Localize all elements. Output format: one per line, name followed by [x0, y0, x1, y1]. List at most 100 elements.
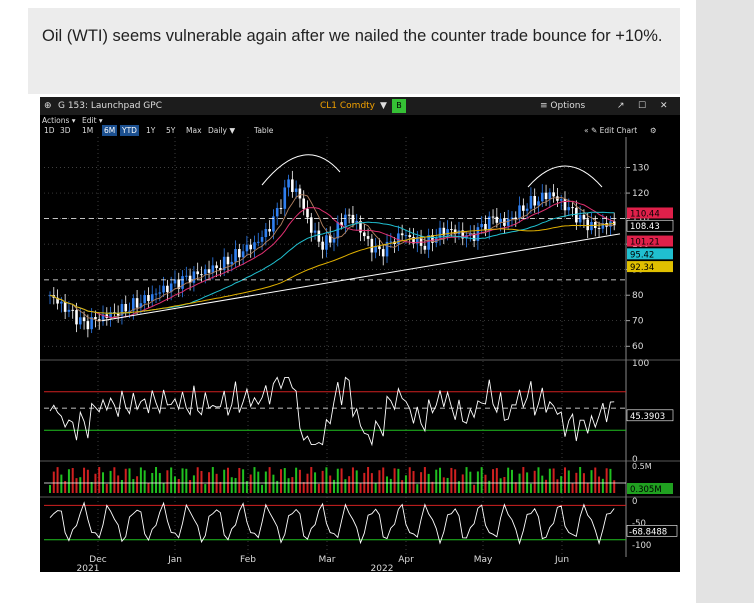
last-value-tag	[627, 261, 673, 273]
candle-body	[97, 319, 101, 322]
volume-value-tag	[627, 483, 673, 494]
candle-body	[575, 207, 578, 223]
last-value-label: 101.21	[630, 238, 660, 248]
price-tick-label: 70	[632, 317, 644, 327]
volume-bar	[351, 467, 354, 493]
candle-body	[264, 229, 268, 238]
candle-body	[540, 192, 544, 202]
candle-body	[226, 256, 230, 265]
candle-body	[480, 223, 483, 228]
candle-body	[154, 293, 158, 295]
volume-bar	[560, 476, 563, 493]
range-button-1d[interactable]: 1D	[44, 126, 55, 135]
candle-body	[101, 314, 105, 322]
candle-body	[253, 242, 256, 250]
volume-bar	[226, 467, 229, 493]
edit-chart-button[interactable]: « ✎ Edit Chart	[584, 126, 638, 135]
volume-bar	[590, 470, 593, 493]
volume-bar	[215, 473, 218, 493]
volume-bar	[143, 470, 146, 493]
range-button-table[interactable]: Table	[254, 126, 274, 135]
volume-bar	[234, 478, 237, 493]
candle-body	[86, 321, 90, 330]
last-value-label: 108.43	[630, 222, 660, 232]
volume-bar	[427, 473, 430, 493]
candle-body	[328, 235, 332, 243]
volume-bar	[465, 467, 468, 493]
candle-body	[196, 271, 199, 275]
volume-bar	[155, 467, 158, 493]
options-menu[interactable]: ≡ Options	[540, 101, 586, 111]
candle-body	[325, 235, 328, 250]
edit-menu[interactable]: Edit ▾	[82, 116, 103, 125]
range-button-5y[interactable]: 5Y	[166, 126, 176, 135]
candle-body	[499, 218, 502, 223]
volume-bar	[420, 472, 423, 493]
candle-body	[283, 187, 287, 209]
candle-body	[245, 244, 249, 252]
bloomberg-chart-window: ⊕ G 153: Launchpad GPC CL1 Comdty ▼ B ≡ …	[40, 97, 680, 572]
ma-long	[49, 222, 615, 314]
volume-bar	[507, 467, 510, 493]
candle-body	[256, 241, 260, 243]
candle-body	[207, 269, 211, 273]
volume-bar	[79, 477, 82, 493]
candle-body	[578, 214, 582, 223]
menu-bar: Actions ▾ Edit ▾	[40, 115, 680, 125]
volume-bar	[329, 475, 332, 493]
volume-bar	[488, 480, 491, 493]
volume-bar	[397, 468, 400, 493]
volume-bar	[49, 485, 51, 493]
close-icon[interactable]: ✕	[660, 101, 668, 111]
rsi-line	[49, 376, 615, 447]
candle-body	[412, 237, 415, 244]
candle-body	[442, 227, 446, 236]
settings-icon[interactable]: ⚙	[650, 126, 657, 135]
range-button-max[interactable]: Max	[186, 126, 202, 135]
volume-bar	[105, 483, 108, 493]
candle-body	[586, 219, 590, 231]
range-button-1m[interactable]: 1M	[82, 126, 94, 135]
candle-body	[120, 304, 124, 316]
volume-bar	[113, 467, 116, 493]
candle-body	[135, 298, 139, 308]
volume-bar	[170, 467, 173, 493]
actions-menu[interactable]: Actions ▾	[42, 116, 76, 125]
volume-bar	[348, 476, 351, 493]
volume-bar	[499, 478, 502, 493]
range-button-ytd[interactable]: YTD	[120, 125, 139, 136]
volume-bar	[556, 479, 559, 493]
volume-bar	[446, 477, 449, 493]
candle-body	[158, 292, 162, 294]
candle-body	[397, 233, 400, 245]
maximize-icon[interactable]: ☐	[638, 101, 647, 111]
volume-bar	[253, 467, 256, 493]
candle-body	[347, 214, 351, 216]
volume-bar	[484, 474, 487, 493]
candle-body	[612, 221, 616, 226]
candle-body	[94, 317, 97, 320]
candle-body	[601, 223, 605, 229]
range-button-3d[interactable]: 3D	[60, 126, 71, 135]
candle-body	[298, 188, 302, 199]
candle-body	[177, 279, 181, 289]
volume-bar	[442, 477, 445, 493]
ticker-selector[interactable]: CL1 Comdty ▼	[312, 99, 395, 113]
range-button-daily[interactable]: Daily ▼	[208, 126, 236, 135]
candle-body	[166, 285, 169, 293]
chart-area: 60708090100110120130DecJanFebMarAprMayJu…	[40, 137, 680, 572]
volume-bar	[480, 467, 483, 493]
candle-body	[385, 241, 389, 257]
volume-bar	[298, 469, 301, 493]
range-button-6m[interactable]: 6M	[102, 125, 118, 136]
popout-icon[interactable]: ↗	[617, 101, 625, 111]
ticker-b-button[interactable]: B	[392, 99, 406, 113]
candle-body	[336, 222, 340, 239]
volume-bar	[492, 469, 495, 493]
candle-body	[78, 317, 82, 325]
volume-bar	[272, 474, 275, 493]
volume-tick-label: 0.5M	[632, 462, 652, 471]
volume-bar	[503, 477, 506, 493]
range-button-1y[interactable]: 1Y	[146, 126, 156, 135]
x-tick-label: Jan	[167, 555, 182, 565]
